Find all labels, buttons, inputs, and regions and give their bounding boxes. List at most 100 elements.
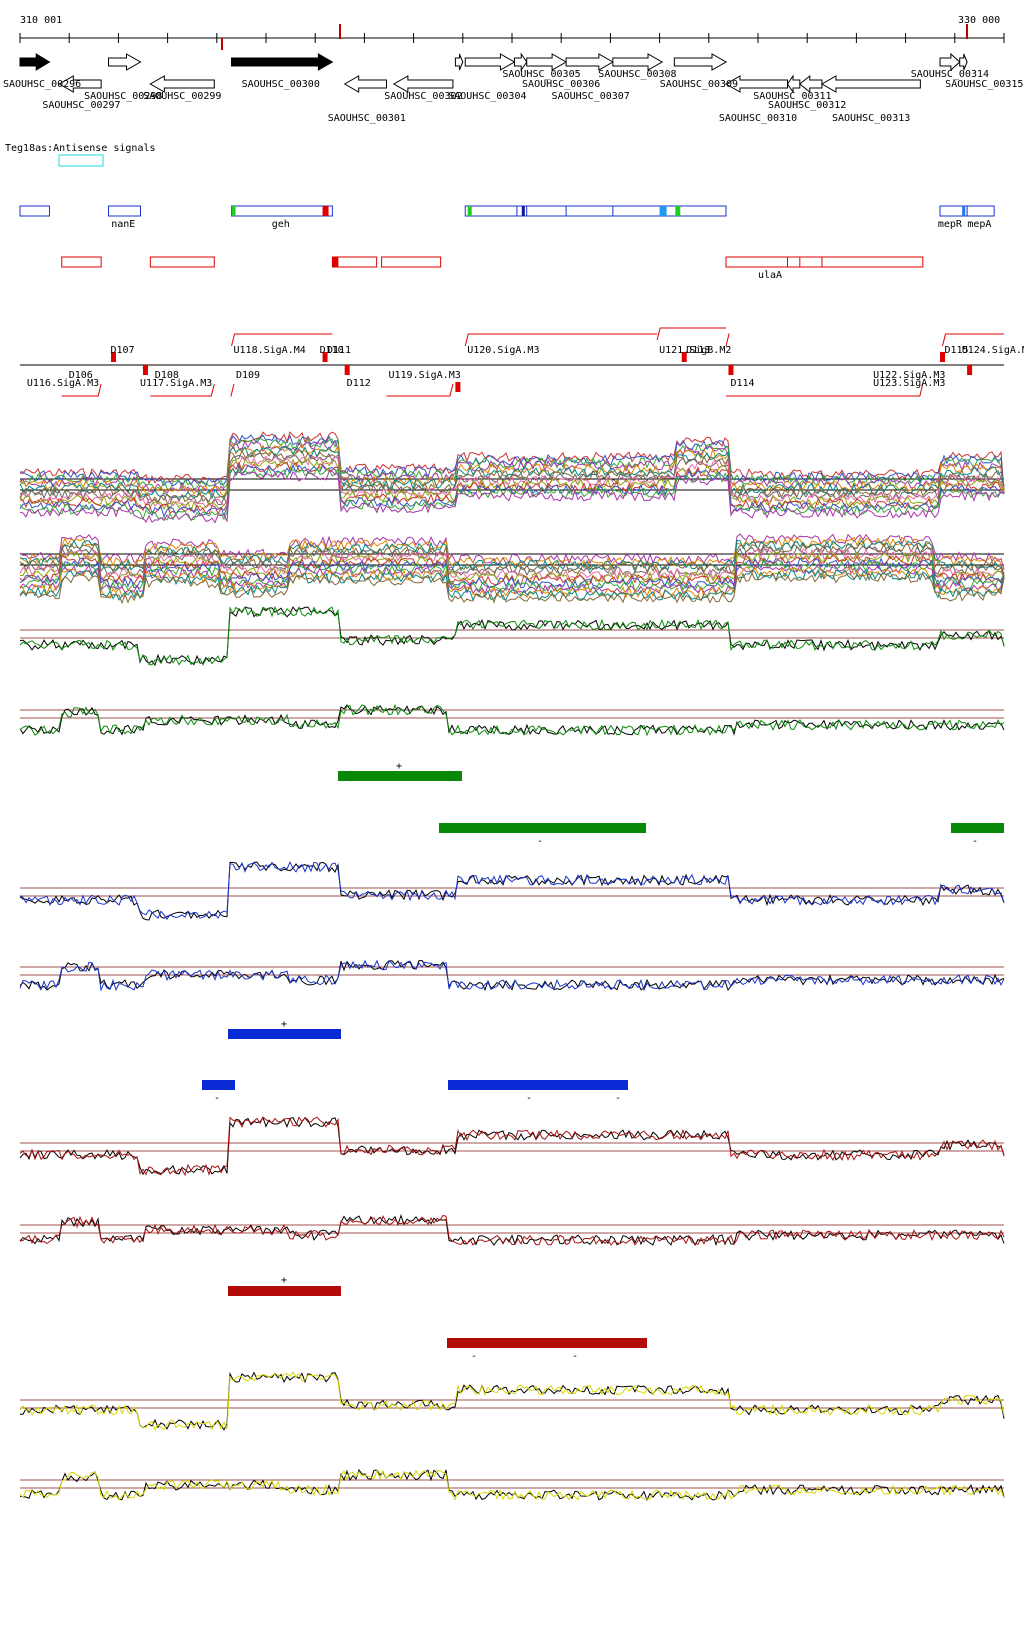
gene-label: SAOUHSC_00298 xyxy=(84,91,162,102)
signal-tracks xyxy=(19,431,1005,1502)
region-bracket-bottom xyxy=(230,383,235,397)
blue-feature-track: nanE geh mepR mepA xyxy=(19,205,995,230)
axis-red-mark xyxy=(221,38,223,50)
blue-plus-label: + xyxy=(281,1019,287,1030)
region-label-bottom: D106 xyxy=(69,370,93,381)
region-bracket-top xyxy=(656,327,727,341)
gene-arrow xyxy=(513,52,528,72)
coordinate-axis: 310 001 330 000 xyxy=(19,15,1005,50)
region-red-mark xyxy=(455,382,461,392)
signal-condition-reverse xyxy=(19,547,1005,581)
region-label-top: U118.SigA.M4 xyxy=(234,345,306,356)
gene-label: SAOUHSC_00313 xyxy=(832,113,910,124)
region-label-top: D115 xyxy=(944,345,968,356)
green-minus-label-2: - xyxy=(972,836,978,847)
gene-arrow xyxy=(786,74,801,94)
gene-arrow xyxy=(464,53,516,71)
signal-condition-forward xyxy=(19,455,1005,509)
blue-minus-bar-2 xyxy=(448,1080,628,1090)
axis-red-mark xyxy=(339,24,341,39)
red-feature-label: ulaA xyxy=(758,270,782,281)
red-feature-box xyxy=(331,256,378,268)
signal-sample-forward xyxy=(19,605,1005,666)
region-label-top: D111 xyxy=(327,345,351,356)
green-plus-label: + xyxy=(396,761,402,772)
signal-condition-reverse xyxy=(19,562,1005,596)
signal-condition-forward xyxy=(19,452,1005,506)
red-plus-bar xyxy=(228,1286,341,1296)
axis-end-label: 330 000 xyxy=(958,15,1000,26)
blue-feature-label: nanE xyxy=(111,219,135,230)
signal-condition-reverse xyxy=(19,560,1005,592)
signal-reference-forward xyxy=(19,606,1005,667)
region-red-mark xyxy=(967,365,973,375)
signal-condition-reverse xyxy=(19,536,1005,575)
gene-arrow xyxy=(19,53,51,71)
region-label-bottom: D109 xyxy=(236,370,260,381)
signal-sample-forward xyxy=(19,1371,1005,1431)
region-label-top: D107 xyxy=(111,345,135,356)
gene-label: SAOUHSC_00310 xyxy=(719,113,797,124)
region-label-bottom: U122.SigA.M3 xyxy=(873,370,945,381)
region-bracket-top xyxy=(725,333,730,347)
red-mark xyxy=(332,257,339,267)
blue-feature-label: mepR xyxy=(938,219,963,230)
signal-condition-forward xyxy=(19,443,1005,497)
signal-condition-reverse xyxy=(19,533,1005,571)
region-red-mark xyxy=(940,352,946,362)
region-label-bottom: D114 xyxy=(730,378,754,389)
gene-label: SAOUHSC_00307 xyxy=(552,91,630,102)
signal-condition-forward xyxy=(19,431,1005,492)
blue-feature-label: geh xyxy=(272,219,290,230)
segment-bars: + - - + - - - + - - xyxy=(202,761,1004,1362)
blue-minus-label-2: - xyxy=(526,1093,532,1104)
region-label-top: D113 xyxy=(686,345,710,356)
region-label-top: U124.SigA.M3 xyxy=(962,345,1024,356)
light-blue-mark xyxy=(659,206,667,216)
region-bracket-top xyxy=(464,333,658,347)
gene-arrow xyxy=(612,53,664,71)
region-label-bottom: D112 xyxy=(347,378,371,389)
gene-label: SAOUHSC_00305 xyxy=(502,69,580,80)
track-title: Teg18as:Antisense signals xyxy=(5,143,156,154)
gene-track: SAOUHSC_00296SAOUHSC_00297SAOUHSC_00298S… xyxy=(3,52,1023,124)
gene-label: SAOUHSC_00306 xyxy=(522,79,600,90)
blue-minus-label-1: - xyxy=(214,1093,220,1104)
gene-arrow xyxy=(673,53,728,71)
signal-reference-forward xyxy=(20,1371,1005,1431)
gene-arrow xyxy=(108,53,142,71)
antisense-cyan-box xyxy=(58,154,104,167)
blue-feature-box xyxy=(231,205,333,217)
gene-label: SAOUHSC_00311 xyxy=(753,91,831,102)
gene-label: SAOUHSC_00297 xyxy=(42,100,120,111)
signal-sample-forward xyxy=(19,1116,1005,1177)
gene-label: SAOUHSC_00314 xyxy=(911,69,989,80)
red-minus-label-2: - xyxy=(572,1351,578,1362)
region-bracket-top xyxy=(231,333,333,347)
blue-minus-bar-1 xyxy=(202,1080,235,1090)
gene-arrow xyxy=(820,75,921,93)
green-mark xyxy=(675,206,681,216)
signal-condition-reverse xyxy=(19,572,1005,605)
green-minus-bar-2 xyxy=(951,823,1004,833)
region-red-mark xyxy=(110,352,116,362)
gene-label: SAOUHSC_00302 xyxy=(384,91,462,102)
blue-feature-box xyxy=(464,205,727,217)
region-label-top: U120.SigA.M3 xyxy=(467,345,539,356)
gene-arrow xyxy=(724,75,789,93)
region-label-bottom: D108 xyxy=(155,370,179,381)
region-label-bottom: U116.SigA.M3 xyxy=(27,378,99,389)
red-minus-bar xyxy=(447,1338,647,1348)
gene-label: SAOUHSC_00304 xyxy=(448,91,526,102)
gene-arrow xyxy=(58,75,102,93)
gene-label: SAOUHSC_00309 xyxy=(660,79,738,90)
signal-reference-reverse xyxy=(19,1468,1005,1502)
signal-reference-reverse xyxy=(19,959,1005,992)
gene-arrow xyxy=(343,75,388,93)
blue-feature-box xyxy=(108,205,141,217)
signal-condition-forward xyxy=(19,439,1005,494)
signal-condition-forward xyxy=(19,461,1005,515)
signal-sample-reverse xyxy=(19,1214,1005,1246)
blue-minus-label-3: - xyxy=(615,1093,621,1104)
